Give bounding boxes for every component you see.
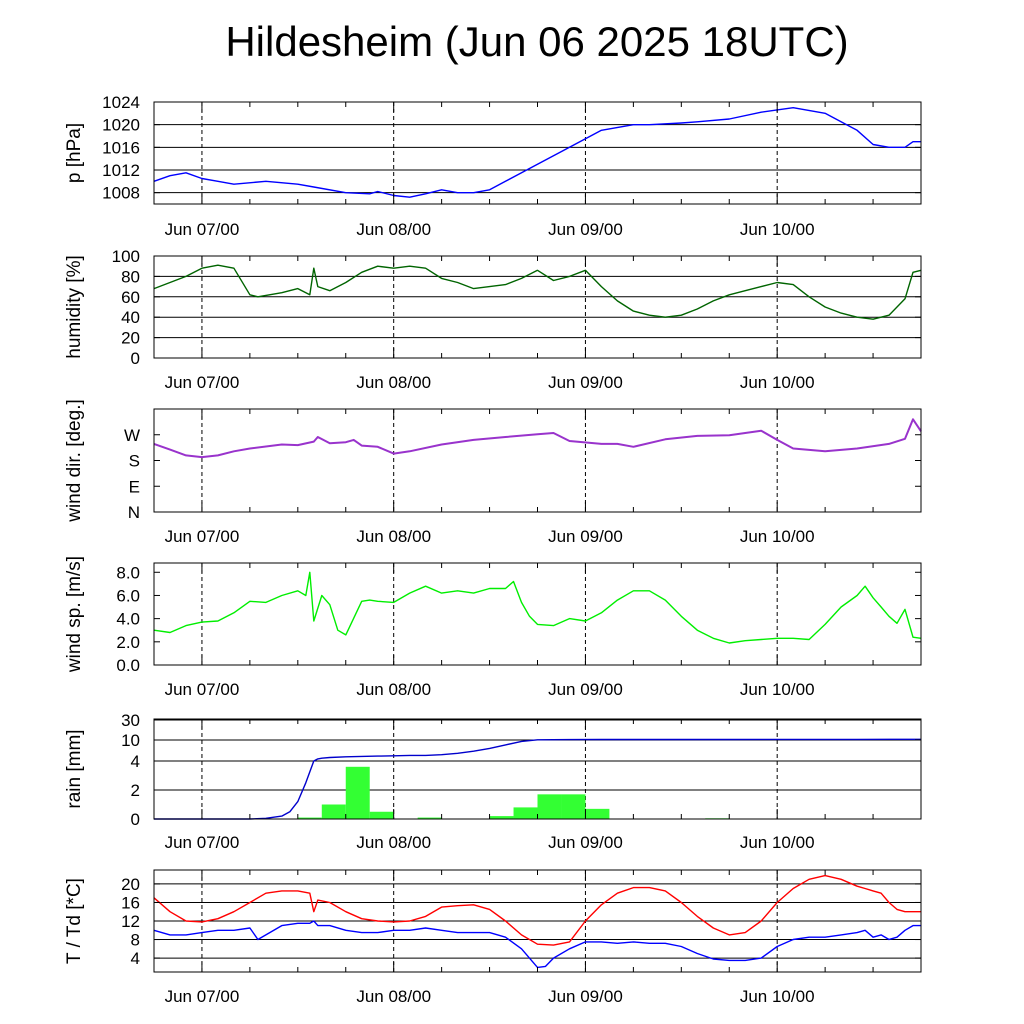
plot-frame xyxy=(153,255,922,359)
y-tick-label: 6.0 xyxy=(116,586,140,605)
chart-title: Hildesheim (Jun 06 2025 18UTC) xyxy=(225,18,849,65)
y-tick-label: 2.0 xyxy=(116,633,140,652)
rain-bar xyxy=(345,766,370,819)
y-tick-label: W xyxy=(124,426,140,445)
y-tick-label: 1008 xyxy=(102,184,140,203)
dewpoint-line xyxy=(153,920,921,969)
x-tick-label: Jun 08/00 xyxy=(356,527,431,546)
rain-bar xyxy=(321,804,346,819)
x-tick-label: Jun 09/00 xyxy=(548,220,623,239)
x-tick-label: Jun 09/00 xyxy=(548,987,623,1006)
y-tick-label: 2 xyxy=(131,781,140,800)
x-tick-label: Jun 07/00 xyxy=(165,987,240,1006)
y-tick-label: 1012 xyxy=(102,161,140,180)
x-tick-label: Jun 08/00 xyxy=(356,680,431,699)
rain-bar xyxy=(489,816,514,819)
y-tick-label: 1016 xyxy=(102,138,140,157)
x-tick-label: Jun 09/00 xyxy=(548,373,623,392)
x-tick-label: Jun 07/00 xyxy=(165,833,240,852)
x-tick-label: Jun 09/00 xyxy=(548,680,623,699)
x-tick-label: Jun 10/00 xyxy=(740,527,815,546)
y-tick-label: 8 xyxy=(131,931,140,950)
y-tick-label: 8.0 xyxy=(116,563,140,582)
y-tick-label: 4 xyxy=(131,752,140,771)
y-tick-label: 60 xyxy=(121,288,140,307)
y-axis-label: rain [mm] xyxy=(64,729,85,808)
rain-bar xyxy=(513,807,538,819)
pressure-line xyxy=(153,106,921,198)
y-tick-label: 4 xyxy=(131,949,140,968)
y-tick-label: 0.0 xyxy=(116,656,140,675)
x-tick-label: Jun 10/00 xyxy=(740,833,815,852)
y-tick-label: 1020 xyxy=(102,116,140,135)
y-tick-label: 30 xyxy=(121,711,140,730)
x-tick-label: Jun 08/00 xyxy=(356,833,431,852)
x-tick-label: Jun 10/00 xyxy=(740,680,815,699)
wind-speed-panel: 0.0 2.0 4.0 6.0 8.0 wind sp. [m/s] Jun 07/00 Ju… xyxy=(64,556,922,699)
x-tick-label: Jun 07/00 xyxy=(165,373,240,392)
x-tick-label: Jun 10/00 xyxy=(740,987,815,1006)
y-tick-label: 16 xyxy=(121,893,140,912)
x-tick-label: Jun 09/00 xyxy=(548,527,623,546)
y-tick-label: 4.0 xyxy=(116,610,140,629)
rain-bar xyxy=(297,817,322,819)
rain-bar xyxy=(417,817,442,819)
temperature-line xyxy=(153,874,921,946)
y-tick-label: 80 xyxy=(121,267,140,286)
y-tick-label: S xyxy=(129,452,140,471)
rain-bar xyxy=(369,811,394,819)
x-tick-label: Jun 08/00 xyxy=(356,987,431,1006)
y-axis-label: wind sp. [m/s] xyxy=(64,556,85,673)
x-tick-label: Jun 09/00 xyxy=(548,833,623,852)
y-tick-label: 20 xyxy=(121,875,140,894)
plot-frame xyxy=(153,101,922,205)
x-tick-label: Jun 07/00 xyxy=(165,220,240,239)
y-tick-label: 10 xyxy=(121,731,140,750)
y-axis-label: p [hPa] xyxy=(64,123,85,183)
wind-dir-line xyxy=(153,418,922,459)
x-tick-label: Jun 07/00 xyxy=(165,680,240,699)
rain-bar xyxy=(561,794,586,819)
x-tick-label: Jun 07/00 xyxy=(165,527,240,546)
rain-line-line xyxy=(154,738,922,820)
y-tick-label: E xyxy=(129,477,140,496)
y-axis-label: humidity [%] xyxy=(64,255,85,358)
y-tick-label: N xyxy=(128,503,140,522)
wind-speed-line xyxy=(153,571,922,644)
x-tick-label: Jun 08/00 xyxy=(356,220,431,239)
plot-frame xyxy=(153,408,922,513)
y-axis-label: T / Td [*C] xyxy=(64,878,85,964)
x-tick-label: Jun 10/00 xyxy=(740,220,815,239)
y-tick-label: 100 xyxy=(112,247,140,266)
y-tick-label: 1024 xyxy=(102,93,140,112)
y-tick-label: 0 xyxy=(131,349,140,368)
x-tick-label: Jun 08/00 xyxy=(356,373,431,392)
humidity-line xyxy=(153,264,922,320)
pressure-panel: 1008 1012 1016 1020 1024 p [hPa] Jun 07/00 Jun … xyxy=(64,93,922,239)
plot-frame xyxy=(153,562,922,666)
rain-bar xyxy=(537,794,562,819)
y-tick-label: 20 xyxy=(121,329,140,348)
y-axis-label: wind dir. [deg.] xyxy=(64,399,85,523)
y-tick-label: 12 xyxy=(121,912,140,931)
rain-bar xyxy=(585,808,610,819)
y-tick-label: 40 xyxy=(121,308,140,327)
y-tick-label: 0 xyxy=(131,810,140,829)
x-tick-label: Jun 10/00 xyxy=(740,373,815,392)
